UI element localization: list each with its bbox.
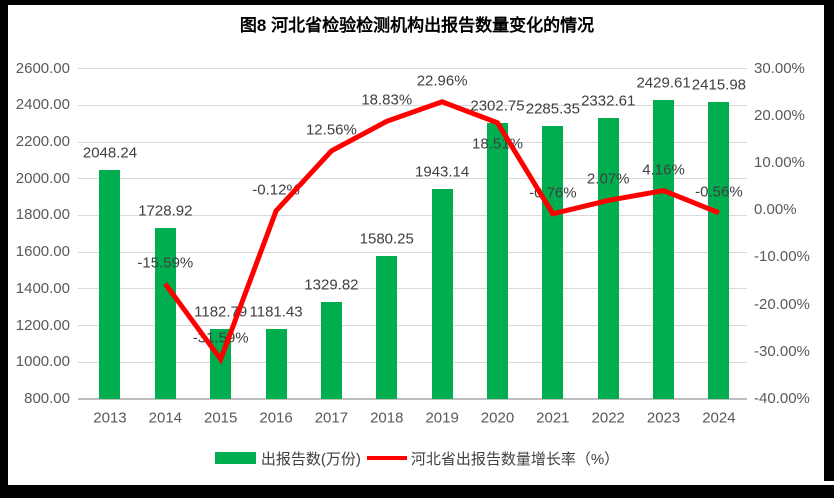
y-left-tick-label: 800.00 [24,390,70,407]
y-right-tick-label: 20.00% [754,106,805,124]
y-right-tick-label: 30.00% [754,59,805,77]
legend-item-bars: 出报告数(万份) [214,448,361,469]
legend-bar-label: 出报告数(万份) [260,450,361,468]
y-right-tick-label: 0.00% [754,201,797,219]
x-tick-label: 2020 [480,409,515,427]
x-tick-label: 2013 [93,409,127,427]
line-value-label: -0.12% [252,181,300,199]
line-value-label: -0.76% [529,184,577,202]
x-tick-label: 2016 [259,409,293,427]
line-value-label: 2.07% [586,170,630,188]
bar-value-label: 1181.43 [249,303,303,321]
line-value-label: 12.56% [305,121,357,139]
y-left-tick-label: 2200.00 [15,133,70,151]
h-gridline [78,141,747,143]
y-right-tick-label: -10.00% [754,248,810,266]
line-value-label: -31.59% [192,329,249,347]
bar-value-label: 2285.35 [525,100,580,118]
black-border-bottom [0,485,834,498]
bar-2023 [653,99,675,399]
y-right-tick-label: -30.00% [754,342,810,360]
y-left-tick-label: 2000.00 [15,169,70,187]
bar-value-label: 2048.24 [82,144,138,162]
line-value-label: -0.56% [695,183,743,201]
bar-2022 [597,117,619,399]
bar-value-label: 1580.25 [359,230,414,248]
y-right-tick-label: 10.00% [754,154,805,171]
line-value-label: 18.83% [361,91,413,109]
x-tick-label: 2017 [314,409,349,427]
line-value-label: -15.59% [137,254,194,272]
x-tick-label: 2015 [204,409,238,427]
x-tick-label: 2018 [370,409,404,427]
bar-value-label: 1329.82 [304,276,359,294]
y-left-tick-label: 1000.00 [15,353,70,371]
y-left-tick-label: 2400.00 [15,96,70,114]
legend-item-line: 河北省出报告数量增长率（%） [361,448,619,469]
h-gridline [78,104,747,106]
legend-line-label: 河北省出报告数量增长率（%） [410,450,620,468]
bar-2017 [320,301,342,399]
h-gridline [78,68,747,70]
line-value-label: 4.16% [642,161,685,179]
black-border-top [0,0,834,5]
bar-series-swatch [214,452,256,464]
black-border-left [0,0,8,498]
bar-2021 [542,126,564,399]
x-tick-label: 2024 [702,409,736,427]
bar-2020 [486,123,508,399]
bar-value-label: 1943.14 [415,163,470,181]
y-left-tick-label: 1400.00 [15,279,70,297]
h-gridline [78,251,747,253]
h-gridline [78,178,747,180]
x-tick-label: 2022 [591,409,625,427]
chart-title: 图8 河北省检验检测机构出报告数量变化的情况 [239,16,595,35]
line-value-label: 18.51% [472,135,523,153]
bar-value-label: 2429.61 [636,74,691,92]
legend: 出报告数(万份) 河北省出报告数量增长率（%） [0,446,834,470]
x-tick-label: 2021 [536,409,570,427]
x-tick-label: 2014 [148,409,183,427]
bar-2018 [376,255,398,399]
bar-2019 [431,189,453,399]
y-left-tick-label: 1200.00 [15,316,70,334]
x-tick-label: 2019 [425,409,459,427]
bar-value-label: 2302.75 [470,97,525,115]
y-left-tick-label: 1600.00 [15,243,70,261]
h-gridline [78,325,747,327]
bar-value-label: 1182.79 [194,303,248,321]
y-right-tick-label: -40.00% [754,390,810,407]
x-tick-label: 2023 [646,409,681,427]
black-border-right [824,0,834,481]
h-gridline [78,361,747,363]
bar-2024 [708,102,730,399]
line-value-label: 22.96% [416,72,468,90]
line-series-swatch [366,456,407,460]
bar-value-label: 1728.92 [138,202,193,220]
bar-2013 [99,169,121,399]
y-left-tick-label: 2600.00 [15,59,70,77]
h-gridline [78,288,747,290]
y-left-tick-label: 1800.00 [15,206,70,224]
y-right-tick-label: -20.00% [754,295,810,313]
bar-2016 [265,328,287,399]
x-axis-line [78,398,747,400]
bar-value-label: 2415.98 [691,76,747,94]
bar-value-label: 2332.61 [581,92,636,110]
